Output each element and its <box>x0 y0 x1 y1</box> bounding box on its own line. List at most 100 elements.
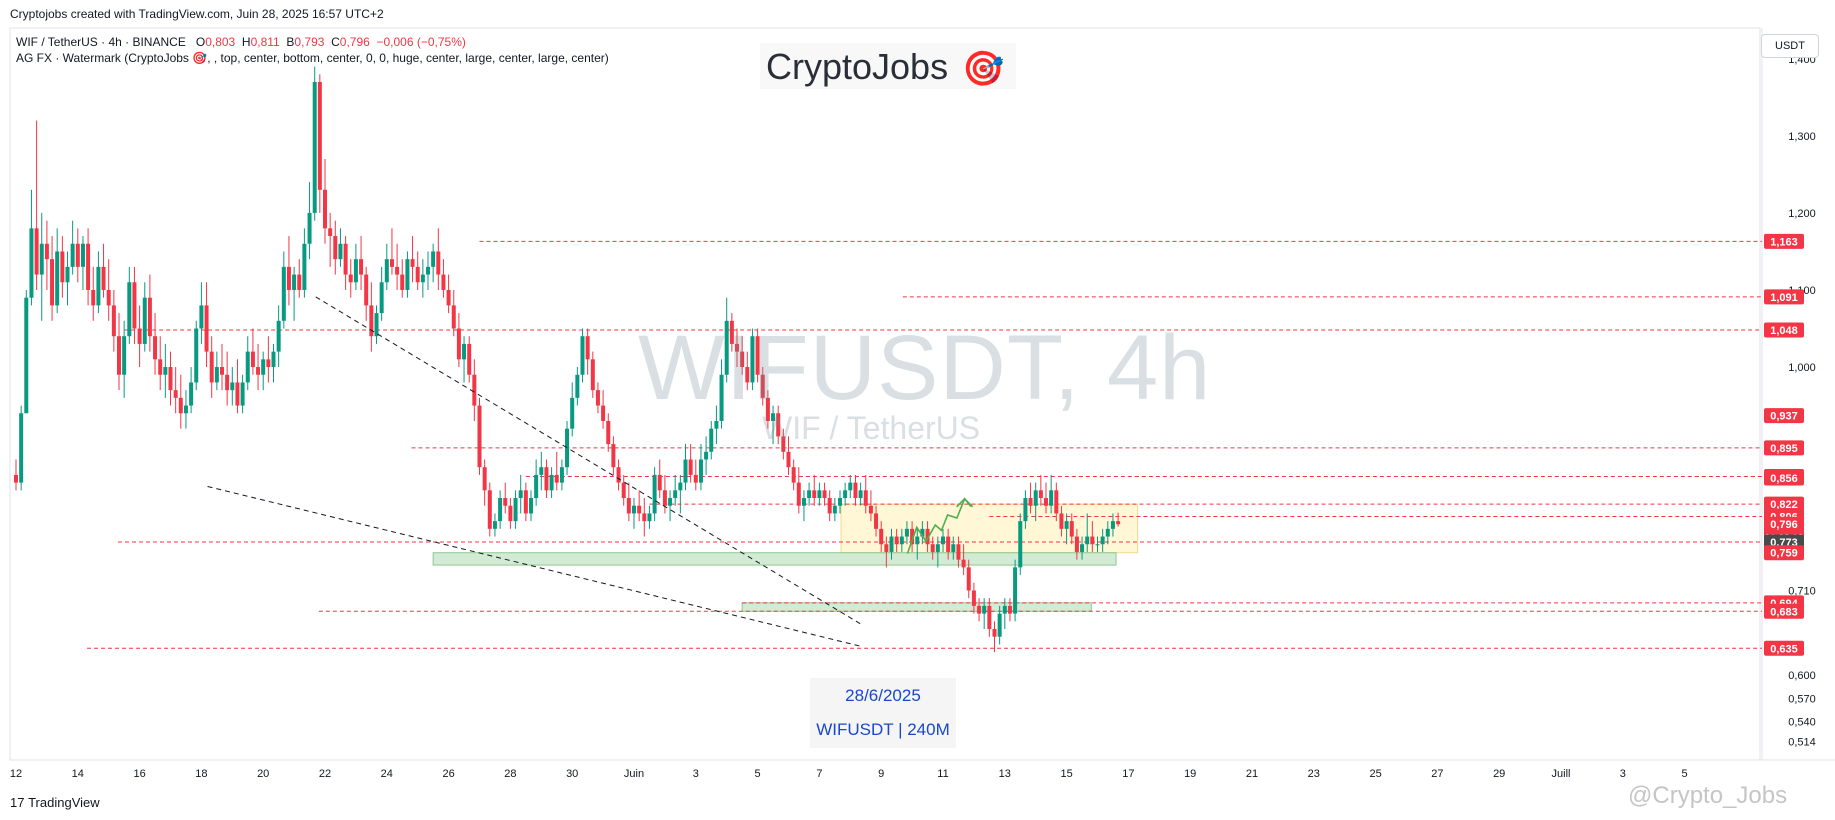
candle-body <box>75 243 80 267</box>
candle-body <box>1074 536 1079 552</box>
candle-body <box>256 367 261 375</box>
x-tick-label: 19 <box>1184 768 1196 780</box>
pair-timeframe-watermark: WIFUSDT | 240M <box>816 720 950 739</box>
candle-body <box>230 382 235 391</box>
candle-body <box>374 313 379 337</box>
candle-body <box>209 351 214 383</box>
candle-body <box>822 490 827 499</box>
candle-body <box>534 474 539 499</box>
candle-body <box>1080 544 1085 552</box>
candle-body <box>662 490 667 506</box>
candle-body <box>34 228 39 275</box>
candle-body <box>1007 605 1012 614</box>
symbol-info-line: WIF / TetherUS · 4h · BINANCE O0,803 H0,… <box>16 35 466 49</box>
candle-body <box>601 405 606 421</box>
candle-body <box>297 274 302 290</box>
candle-body <box>1059 513 1064 529</box>
candle-body <box>147 297 152 337</box>
candle-body <box>312 81 317 213</box>
candle-body <box>189 382 194 406</box>
candle-body <box>745 367 750 383</box>
candle-body <box>647 513 652 522</box>
symbol-name[interactable]: WIF / TetherUS · 4h · BINANCE <box>16 35 186 49</box>
candle-body <box>611 444 616 468</box>
x-tick-label: 5 <box>755 768 761 780</box>
candle-body <box>595 390 600 406</box>
candle-body <box>1095 544 1100 546</box>
candle-body <box>956 544 961 560</box>
candle-body <box>220 367 225 375</box>
x-tick-label: 7 <box>816 768 822 780</box>
candle-body <box>786 451 791 468</box>
candle-body <box>50 259 55 306</box>
candle-body <box>199 305 204 329</box>
candle-body <box>214 367 219 383</box>
candle-body <box>245 351 250 383</box>
x-tick-label: 26 <box>442 768 454 780</box>
price-tag-bg <box>1764 408 1804 424</box>
price-tag-label: 0,683 <box>1770 606 1798 618</box>
candle-body <box>570 397 575 429</box>
candle-body <box>817 490 822 499</box>
y-tick-label: 0,570 <box>1788 693 1816 705</box>
projection-path <box>906 497 972 554</box>
price-tag-label: 0,856 <box>1770 473 1798 485</box>
x-tick-label: 9 <box>878 768 884 780</box>
candle-body <box>19 413 24 483</box>
x-tick-label: 15 <box>1060 768 1072 780</box>
candle-body <box>96 266 101 306</box>
tradingview-logo[interactable]: 17 TradingView <box>10 795 100 810</box>
candle-body <box>276 320 281 352</box>
candle-body <box>838 498 843 506</box>
candle-body <box>971 590 976 606</box>
low-value: 0,793 <box>294 35 325 49</box>
candle-body <box>39 243 44 275</box>
candle-body <box>1049 490 1054 506</box>
indicator-info-line[interactable]: AG FX · Watermark (CryptoJobs 🎯, , top, … <box>16 51 609 65</box>
candle-body <box>116 336 121 375</box>
x-tick-label: 13 <box>999 768 1011 780</box>
candle-body <box>1018 521 1023 568</box>
candle-body <box>400 274 405 290</box>
candle-body <box>492 521 497 529</box>
pair-watermark: WIF / TetherUS <box>762 410 981 446</box>
x-tick-label: 29 <box>1493 768 1505 780</box>
candle-body <box>704 451 709 460</box>
candle-body <box>348 274 353 283</box>
candle-body <box>1038 490 1043 499</box>
candle-body <box>1033 490 1038 506</box>
candle-body <box>657 474 662 491</box>
price-tag-bg <box>1764 640 1804 656</box>
price-tag-label: 0,635 <box>1770 643 1798 655</box>
candle-body <box>178 397 183 414</box>
candle-body <box>333 236 338 260</box>
candle-body <box>425 266 430 275</box>
currency-button[interactable]: USDT <box>1761 34 1819 58</box>
y-tick-label: 1,000 <box>1788 362 1816 374</box>
candle-body <box>168 367 173 391</box>
candle-body <box>688 459 693 475</box>
candle-body <box>343 243 348 275</box>
tradingview-logo-mark: 17 <box>10 795 25 810</box>
price-tag-label: 1,091 <box>1770 292 1798 304</box>
x-tick-label: 5 <box>1682 768 1688 780</box>
candle-body <box>714 420 719 429</box>
y-tick-label: 1,300 <box>1788 131 1816 143</box>
y-tick-label: 0,600 <box>1788 670 1816 682</box>
candle-body <box>575 374 580 398</box>
candle-body <box>183 405 188 414</box>
tradingview-logo-text: TradingView <box>28 795 100 810</box>
candle-body <box>889 536 894 552</box>
y-tick-label: 0,540 <box>1788 716 1816 728</box>
candle-body <box>884 544 889 552</box>
candle-body <box>487 490 492 529</box>
candle-body <box>781 436 786 452</box>
candle-body <box>621 482 626 499</box>
price-tag-bg <box>1764 545 1804 561</box>
candle-body <box>261 359 266 375</box>
candle-body <box>709 428 714 452</box>
candle-body <box>982 605 987 614</box>
candle-body <box>142 297 147 344</box>
candle-body <box>338 243 343 260</box>
